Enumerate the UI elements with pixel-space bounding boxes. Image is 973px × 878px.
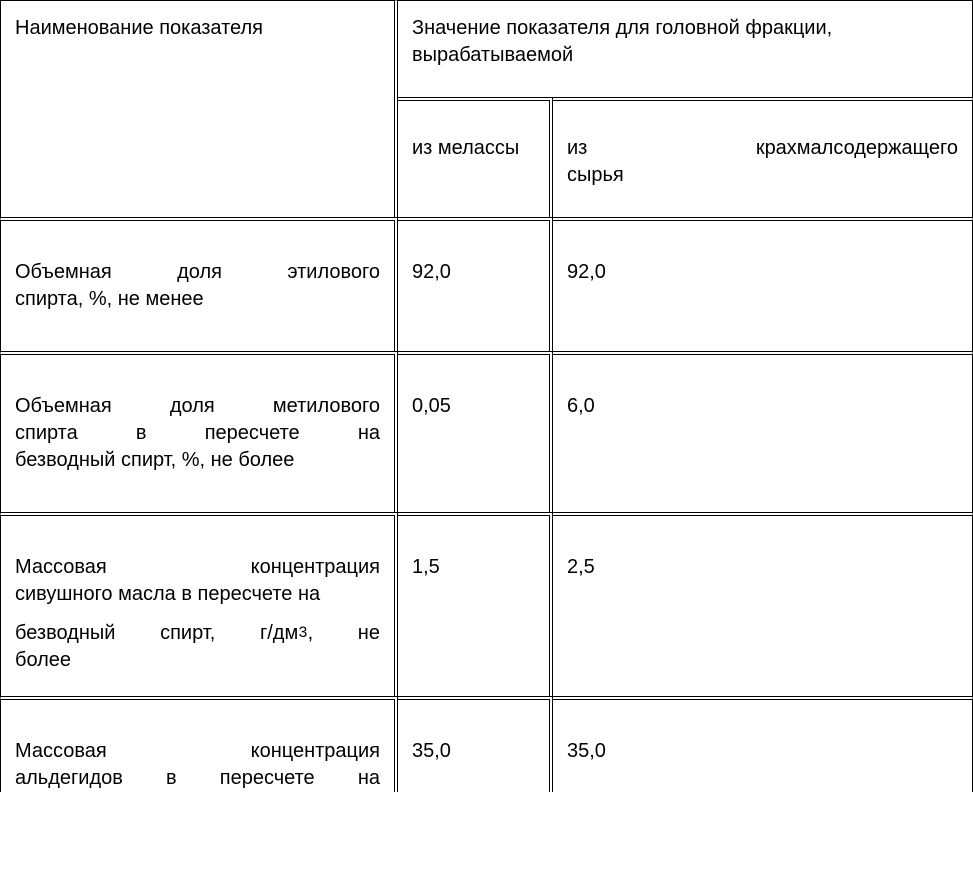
subheader-col2-w2: крахмалсодержащего: [756, 135, 958, 162]
value-melassa-cell: 35,0: [398, 696, 553, 792]
value-starch-cell: 35,0: [553, 696, 973, 792]
subheader-col1: из мелассы: [412, 137, 519, 159]
exponent: 3: [298, 624, 307, 642]
param-name-cell: Объемная доля метилового спирта в пересч…: [0, 351, 398, 512]
header-param-label: Наименование показателя: [15, 17, 263, 39]
table-row: Объемная доля этилового спирта, %, не ме…: [0, 217, 973, 351]
table-row: Массовая концентрация сивушного масла в …: [0, 512, 973, 696]
table-row: Объемная доля метилового спирта в пересч…: [0, 351, 973, 512]
col-header-parameter: Наименование показателя: [0, 0, 398, 217]
subheader-col2-line2: сырья: [567, 164, 624, 186]
param-name-cell: Массовая концентрация альдегидов в перес…: [0, 696, 398, 792]
param-name-cell: Массовая концентрация сивушного масла в …: [0, 512, 398, 696]
header-value-group-label: Значение показателя для головной фракции…: [412, 17, 832, 66]
col-header-value-group: Значение показателя для головной фракции…: [398, 0, 973, 97]
specifications-table: Наименование показателя Значение показат…: [0, 0, 973, 792]
value-melassa-cell: 1,5: [398, 512, 553, 696]
col-header-starch: из крахмалсодержащего сырья: [553, 97, 973, 217]
subheader-col2-w1: из: [567, 135, 587, 162]
value-starch-cell: 92,0: [553, 217, 973, 351]
value-starch-cell: 6,0: [553, 351, 973, 512]
value-starch-cell: 2,5: [553, 512, 973, 696]
table-row: Массовая концентрация альдегидов в перес…: [0, 696, 973, 792]
param-name-cell: Объемная доля этилового спирта, %, не ме…: [0, 217, 398, 351]
value-melassa-cell: 0,05: [398, 351, 553, 512]
table-header-row: Наименование показателя Значение показат…: [0, 0, 973, 97]
col-header-melassa: из мелассы: [398, 97, 553, 217]
value-melassa-cell: 92,0: [398, 217, 553, 351]
